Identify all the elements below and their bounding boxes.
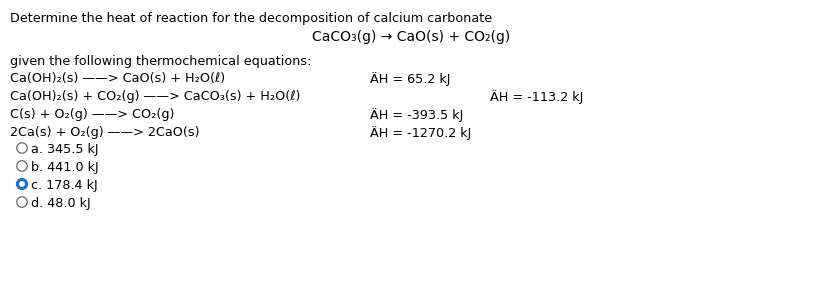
Text: ÄH = 65.2 kJ: ÄH = 65.2 kJ bbox=[370, 72, 450, 86]
Text: Determine the heat of reaction for the decomposition of calcium carbonate: Determine the heat of reaction for the d… bbox=[10, 12, 492, 25]
Text: given the following thermochemical equations:: given the following thermochemical equat… bbox=[10, 55, 312, 68]
Text: ÄH = -1270.2 kJ: ÄH = -1270.2 kJ bbox=[370, 126, 471, 140]
Text: b. 441.0 kJ: b. 441.0 kJ bbox=[31, 161, 99, 174]
Text: a. 345.5 kJ: a. 345.5 kJ bbox=[31, 143, 99, 156]
Text: C(s) + O₂(g) ——> CO₂(g): C(s) + O₂(g) ——> CO₂(g) bbox=[10, 108, 174, 121]
Text: ÄH = -113.2 kJ: ÄH = -113.2 kJ bbox=[490, 90, 584, 104]
Text: Ca(OH)₂(s) ——> CaO(s) + H₂O(ℓ): Ca(OH)₂(s) ——> CaO(s) + H₂O(ℓ) bbox=[10, 72, 225, 85]
Circle shape bbox=[16, 179, 27, 189]
Text: 2Ca(s) + O₂(g) ——> 2CaO(s): 2Ca(s) + O₂(g) ——> 2CaO(s) bbox=[10, 126, 200, 139]
Text: CaCO₃(g) → CaO(s) + CO₂(g): CaCO₃(g) → CaO(s) + CO₂(g) bbox=[312, 30, 510, 44]
Text: ÄH = -393.5 kJ: ÄH = -393.5 kJ bbox=[370, 108, 464, 122]
Text: Ca(OH)₂(s) + CO₂(g) ——> CaCO₃(s) + H₂O(ℓ): Ca(OH)₂(s) + CO₂(g) ——> CaCO₃(s) + H₂O(ℓ… bbox=[10, 90, 300, 103]
Circle shape bbox=[20, 182, 24, 186]
Text: d. 48.0 kJ: d. 48.0 kJ bbox=[31, 197, 90, 210]
Text: c. 178.4 kJ: c. 178.4 kJ bbox=[31, 179, 98, 192]
